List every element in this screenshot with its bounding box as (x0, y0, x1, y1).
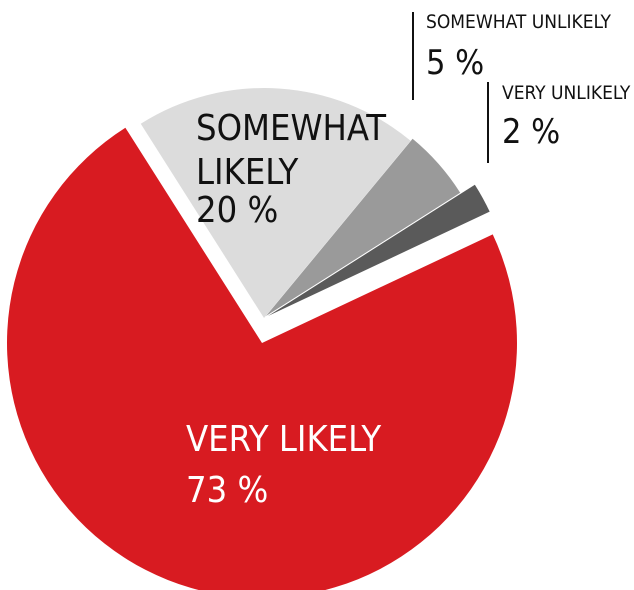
label-somewhat-likely-line-2: LIKELY (196, 152, 299, 193)
slice-somewhat-unlikely (266, 138, 461, 316)
slice-somewhat-likely (140, 87, 411, 319)
label-leader-lines (412, 12, 489, 163)
pie-slices (7, 87, 517, 590)
label-somewhat-likely-name: SOMEWHAT LIKELY (196, 108, 396, 193)
slice-very-likely (7, 127, 517, 590)
label-somewhat-likely-value: 20 % (196, 190, 278, 231)
label-very-unlikely-value: 2 % (502, 112, 560, 152)
label-somewhat-likely-line-1: SOMEWHAT (196, 108, 386, 149)
label-very-unlikely-name: VERY UNLIKELY (502, 82, 631, 104)
label-very-likely-name: VERY LIKELY (186, 419, 381, 460)
label-very-likely-value: 73 % (186, 470, 268, 511)
label-somewhat-unlikely-name: SOMEWHAT UNLIKELY (426, 11, 612, 33)
slice-very-unlikely (268, 184, 490, 316)
label-somewhat-unlikely-value: 5 % (426, 43, 484, 83)
